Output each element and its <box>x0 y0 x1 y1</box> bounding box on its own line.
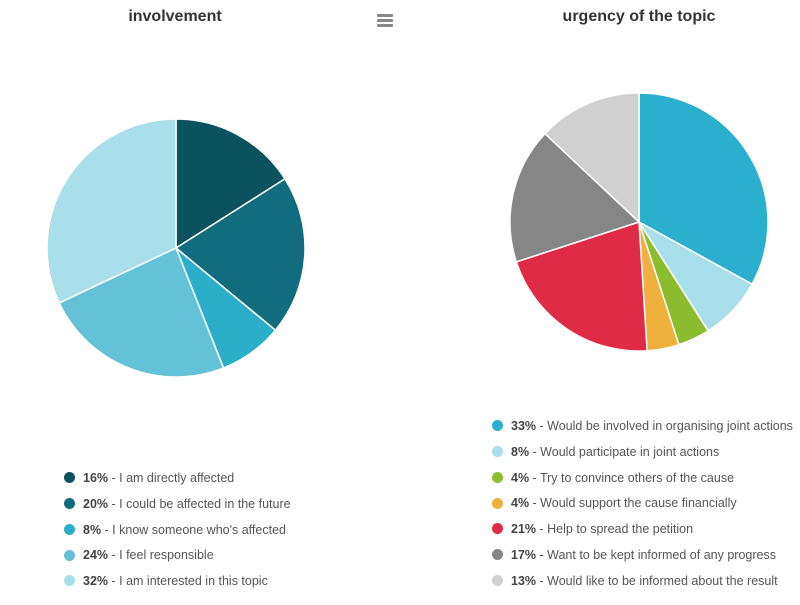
urgency-slice-6[interactable] <box>509 132 640 263</box>
legend-label: - Try to convince others of the cause <box>529 470 735 485</box>
urgency-slice-5[interactable] <box>515 221 648 352</box>
legend-color-dot <box>492 446 503 457</box>
legend-percentage: 8% <box>83 522 102 537</box>
legend-color-dot <box>492 523 503 535</box>
urgency-legend-item[interactable]: 8% - Would participate in joint actions <box>492 442 793 468</box>
involvement-legend: 16% - I am directly affected 20% - I coul… <box>64 468 291 597</box>
involvement-legend-item[interactable]: 8% - I know someone who's affected <box>64 520 291 546</box>
legend-label: - Want to be kept informed of any progre… <box>536 547 776 562</box>
legend-color-dot <box>492 497 503 509</box>
legend-percentage: 4% <box>511 470 530 485</box>
legend-color-dot <box>492 549 503 561</box>
legend-percentage: 16% <box>83 471 109 485</box>
legend-label: - Would be involved in organising joint … <box>536 419 793 433</box>
legend-label: - I am directly affected <box>108 471 235 485</box>
involvement-legend-item[interactable]: 24% - I feel responsible <box>64 545 291 571</box>
urgency-legend-item[interactable]: 33% - Would be involved in organising jo… <box>492 416 793 442</box>
legend-label: - I am interested in this topic <box>108 574 268 589</box>
legend-color-dot <box>64 575 75 587</box>
legend-label: - Would support the cause financially <box>529 496 737 511</box>
legend-percentage: 17% <box>511 547 537 562</box>
legend-percentage: 24% <box>83 548 109 563</box>
involvement-slice-2[interactable] <box>175 178 306 331</box>
involvement-slice-5[interactable] <box>46 118 177 304</box>
urgency-legend-item[interactable]: 13% - Would like to be informed about th… <box>492 571 793 597</box>
urgency-legend-item[interactable]: 21% - Help to spread the petition <box>492 519 793 545</box>
legend-label: - Help to spread the petition <box>536 522 694 537</box>
involvement-chart-title: involvement <box>128 8 222 25</box>
legend-color-dot <box>492 471 503 483</box>
urgency-legend-item[interactable]: 4% - Would support the cause financially <box>492 493 793 519</box>
legend-label: - I feel responsible <box>108 548 214 563</box>
hamburger-menu-icon[interactable] <box>375 12 395 30</box>
legend-color-dot <box>64 498 75 509</box>
legend-percentage: 4% <box>511 496 530 511</box>
involvement-slice-4[interactable] <box>58 247 225 378</box>
urgency-legend-item[interactable]: 17% - Want to be kept informed of any pr… <box>492 545 793 571</box>
legend-percentage: 8% <box>511 444 530 459</box>
urgency-legend: 33% - Would be involved in organising jo… <box>492 416 793 597</box>
involvement-legend-item[interactable]: 16% - I am directly affected <box>64 468 291 494</box>
legend-percentage: 13% <box>511 573 537 588</box>
involvement-slice-1[interactable] <box>175 118 286 249</box>
legend-color-dot <box>64 549 75 561</box>
legend-percentage: 32% <box>83 574 109 589</box>
legend-percentage: 21% <box>511 522 537 537</box>
involvement-legend-item[interactable]: 32% - I am interested in this topic <box>64 571 291 597</box>
involvement-legend-item[interactable]: 20% - I could be affected in the future <box>64 494 291 520</box>
urgency-chart-title: urgency of the topic <box>562 8 716 25</box>
urgency-legend-item[interactable]: 4% - Try to convince others of the cause <box>492 468 793 494</box>
legend-label: - Would like to be informed about the re… <box>536 573 778 588</box>
legend-color-dot <box>492 420 503 432</box>
legend-percentage: 33% <box>511 419 537 433</box>
legend-label: - I could be affected in the future <box>108 496 291 511</box>
legend-color-dot <box>64 523 75 535</box>
legend-color-dot <box>64 472 75 484</box>
legend-label: - I know someone who's affected <box>101 522 286 537</box>
legend-color-dot <box>492 574 503 586</box>
legend-label: - Would participate in joint actions <box>529 444 720 459</box>
urgency-slice-1[interactable] <box>638 92 769 285</box>
legend-percentage: 20% <box>83 496 109 511</box>
urgency-slice-7[interactable] <box>544 92 640 223</box>
